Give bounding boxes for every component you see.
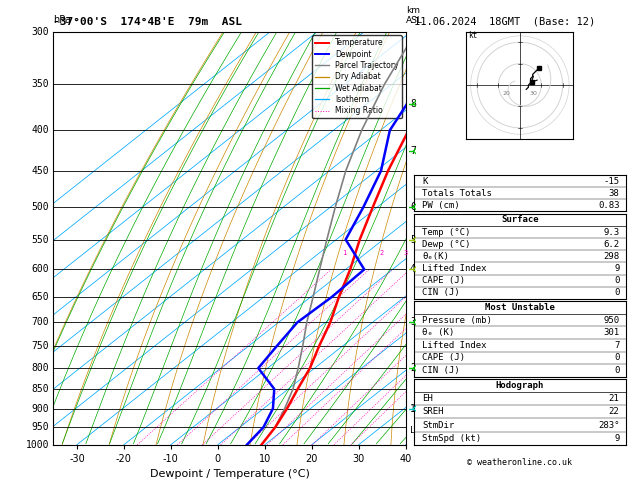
- Text: 3: 3: [410, 317, 416, 327]
- Text: 2: 2: [410, 363, 416, 373]
- Text: 9: 9: [614, 434, 620, 443]
- Text: 1: 1: [410, 403, 416, 414]
- Text: 21: 21: [609, 394, 620, 403]
- Text: StmSpd (kt): StmSpd (kt): [422, 434, 481, 443]
- Text: -37°00'S  174°4B'E  79m  ASL: -37°00'S 174°4B'E 79m ASL: [53, 17, 242, 27]
- Text: 0.83: 0.83: [598, 201, 620, 210]
- Text: -15: -15: [603, 176, 620, 186]
- Text: 950: 950: [603, 315, 620, 325]
- Text: Totals Totals: Totals Totals: [422, 189, 493, 198]
- Text: 4: 4: [410, 264, 416, 275]
- Text: Mixing Ratio (g/kg): Mixing Ratio (g/kg): [420, 182, 430, 294]
- Text: 0: 0: [614, 276, 620, 285]
- Text: km
ASL: km ASL: [406, 6, 423, 25]
- Text: 0: 0: [614, 353, 620, 363]
- Text: 2: 2: [380, 250, 384, 256]
- Text: 300: 300: [31, 27, 49, 36]
- Text: 6: 6: [410, 202, 416, 212]
- Text: 1: 1: [342, 250, 346, 256]
- Text: 20: 20: [502, 91, 510, 96]
- Text: kt: kt: [469, 31, 478, 40]
- Text: 950: 950: [31, 422, 49, 432]
- Text: Surface: Surface: [501, 215, 538, 225]
- Text: 400: 400: [31, 125, 49, 135]
- Text: Hodograph: Hodograph: [496, 381, 544, 390]
- Text: 301: 301: [603, 328, 620, 337]
- Text: 283°: 283°: [598, 420, 620, 430]
- Text: Dewp (°C): Dewp (°C): [422, 240, 470, 249]
- Text: 8: 8: [410, 99, 416, 108]
- Text: Pressure (mb): Pressure (mb): [422, 315, 493, 325]
- Text: 6.2: 6.2: [603, 240, 620, 249]
- Text: 22: 22: [609, 407, 620, 417]
- Text: 9.3: 9.3: [603, 227, 620, 237]
- Text: Lifted Index: Lifted Index: [422, 341, 487, 350]
- Text: PW (cm): PW (cm): [422, 201, 460, 210]
- X-axis label: Dewpoint / Temperature (°C): Dewpoint / Temperature (°C): [150, 469, 309, 479]
- Text: 1000: 1000: [26, 440, 49, 450]
- Text: hPa: hPa: [53, 16, 71, 25]
- Text: 9: 9: [614, 264, 620, 273]
- Text: 600: 600: [31, 264, 49, 275]
- Text: Most Unstable: Most Unstable: [485, 303, 555, 312]
- Legend: Temperature, Dewpoint, Parcel Trajectory, Dry Adiabat, Wet Adiabat, Isotherm, Mi: Temperature, Dewpoint, Parcel Trajectory…: [313, 35, 402, 118]
- Text: StmDir: StmDir: [422, 420, 455, 430]
- Text: 500: 500: [31, 202, 49, 212]
- Text: CAPE (J): CAPE (J): [422, 353, 465, 363]
- Text: θₑ(K): θₑ(K): [422, 252, 449, 261]
- Text: 850: 850: [31, 384, 49, 394]
- Text: CIN (J): CIN (J): [422, 366, 460, 375]
- Text: 38: 38: [609, 189, 620, 198]
- Text: 3: 3: [403, 250, 408, 256]
- Text: CIN (J): CIN (J): [422, 288, 460, 297]
- Text: 550: 550: [31, 235, 49, 244]
- Text: Temp (°C): Temp (°C): [422, 227, 470, 237]
- Text: Lifted Index: Lifted Index: [422, 264, 487, 273]
- Text: 298: 298: [603, 252, 620, 261]
- Text: 30: 30: [530, 91, 538, 96]
- Text: © weatheronline.co.uk: © weatheronline.co.uk: [467, 457, 572, 467]
- Text: 5: 5: [410, 235, 416, 244]
- Text: CAPE (J): CAPE (J): [422, 276, 465, 285]
- Text: SREH: SREH: [422, 407, 444, 417]
- Text: θₑ (K): θₑ (K): [422, 328, 455, 337]
- Text: 800: 800: [31, 363, 49, 373]
- Text: 900: 900: [31, 403, 49, 414]
- Text: 7: 7: [614, 341, 620, 350]
- Text: 750: 750: [31, 341, 49, 351]
- Text: 0: 0: [614, 288, 620, 297]
- Text: K: K: [422, 176, 428, 186]
- Text: 11.06.2024  18GMT  (Base: 12): 11.06.2024 18GMT (Base: 12): [414, 17, 595, 27]
- Text: 350: 350: [31, 80, 49, 89]
- Text: 7: 7: [410, 146, 416, 156]
- Text: EH: EH: [422, 394, 433, 403]
- Text: 700: 700: [31, 317, 49, 327]
- Text: 450: 450: [31, 166, 49, 176]
- Text: 650: 650: [31, 292, 49, 302]
- Text: 0: 0: [614, 366, 620, 375]
- Text: LCL: LCL: [410, 426, 426, 435]
